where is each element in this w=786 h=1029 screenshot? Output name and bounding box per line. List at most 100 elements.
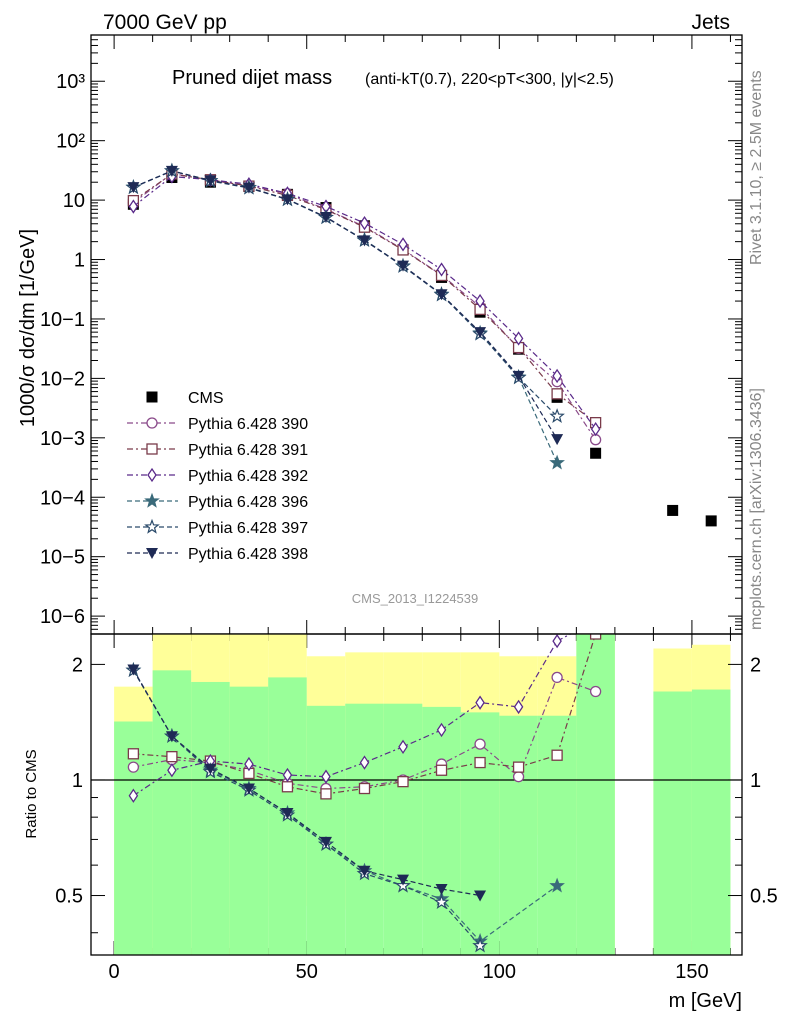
data-point [204, 175, 217, 187]
ratio-band-green [460, 712, 500, 955]
ratio-point [166, 751, 178, 763]
ratio-point [358, 865, 371, 877]
ratio-series-line [132, 669, 481, 947]
data-point [512, 370, 525, 382]
ratio-point [282, 767, 293, 783]
ratio-band-green [306, 705, 346, 955]
legend-marker [144, 492, 160, 508]
ratio-point [167, 763, 177, 778]
ratio-band-green [576, 634, 615, 955]
y-tick-label: 10−2 [40, 368, 85, 390]
data-point [474, 327, 487, 339]
y-tick-label: 10−6 [40, 606, 85, 628]
analysis-label: CMS_2013_I1224539 [352, 591, 479, 606]
mcplots-label: mcplots.cern.ch [arXiv:1306.3436] [748, 388, 765, 630]
legend-entry: Pythia 6.428 392 [127, 467, 308, 485]
ratio-point [358, 782, 371, 795]
legend-marker [146, 443, 158, 455]
ratio-band-green [653, 691, 692, 955]
data-point [590, 447, 602, 459]
legend-marker [146, 417, 158, 429]
data-point [242, 182, 255, 194]
ratio-band-green [499, 715, 538, 955]
chart-subtitle: (anti-kT(0.7), 220<pT<300, |y|<2.5) [365, 71, 614, 88]
x-tick-label: 150 [675, 961, 708, 983]
ratio-band-green [229, 686, 269, 955]
ratio-series-pythia-6.428-392 [128, 634, 572, 803]
data-point [551, 388, 563, 400]
ratio-point [321, 769, 331, 784]
series-pythia-6.428-391 [127, 168, 602, 429]
legend-marker [147, 467, 157, 483]
ratio-y-tick-label: 0.5 [55, 886, 83, 908]
ratio-point [397, 874, 410, 886]
ratio-point [472, 937, 488, 953]
ratio-point [552, 634, 562, 649]
ratio-point [474, 890, 487, 902]
data-point [667, 504, 679, 516]
ratio-point [128, 788, 139, 803]
ratio-frame [90, 633, 743, 956]
header-left: 7000 GeV pp [103, 11, 227, 34]
data-point [513, 331, 524, 346]
legend-marker [146, 391, 158, 403]
ratio-point [398, 739, 408, 754]
y-tick-label: 10−5 [40, 547, 85, 569]
ratio-point [319, 836, 332, 848]
ratio-point [474, 738, 486, 750]
ratio-point [589, 634, 602, 640]
ratio-point [281, 781, 294, 793]
ratio-point [513, 699, 524, 715]
legend-label: CMS [188, 390, 224, 407]
data-point [397, 260, 410, 272]
y-tick-label: 10−1 [40, 309, 85, 331]
ratio-point [359, 755, 370, 770]
data-point [281, 194, 294, 206]
series-pythia-6.428-398 [127, 165, 564, 446]
data-point [165, 165, 178, 177]
legend-label: Pythia 6.428 396 [188, 494, 308, 511]
ratio-panel: Ratio to CMS m [GeV] 0 50 100 150 0.5 0.5 1 1 2 2 [23, 633, 778, 1012]
rivet-label: Rivet 3.1.10, ≥ 2.5M events [748, 70, 765, 265]
x-tick-label: 100 [483, 961, 516, 983]
data-point [128, 199, 139, 214]
ratio-point [281, 808, 294, 820]
data-point [549, 408, 565, 424]
ratio-point [435, 764, 448, 776]
ratio-point [551, 749, 563, 761]
ratio-band-green [152, 670, 192, 955]
data-point [319, 211, 332, 223]
ratio-point [551, 671, 563, 684]
data-point [590, 421, 601, 437]
ratio-point [242, 783, 255, 795]
ratio-series-pythia-6.428-398 [127, 664, 487, 902]
y-tick-label: 10−4 [40, 487, 85, 509]
data-point [398, 237, 408, 252]
ratio-series-pythia-6.428-391 [127, 634, 602, 800]
ratio-point [512, 761, 525, 773]
ratio-y-tick-label: 1 [72, 770, 83, 792]
ratio-point [433, 893, 450, 910]
ratio-point [244, 756, 254, 772]
legend-marker [144, 518, 160, 534]
ratio-point [165, 731, 178, 743]
series-line [133, 170, 558, 440]
data-point [475, 293, 485, 309]
legend-label: Pythia 6.428 390 [188, 416, 308, 433]
ratio-point [589, 685, 602, 698]
ratio-point [549, 877, 565, 893]
ratio-point [127, 761, 140, 773]
data-point [127, 182, 140, 194]
data-point [552, 368, 562, 384]
legend-entry: CMS [146, 390, 224, 407]
ratio-point [127, 664, 140, 676]
ratio-y-axis-label: Ratio to CMS [23, 749, 40, 838]
x-tick-label: 0 [109, 961, 120, 983]
ratio-band-green [691, 689, 731, 955]
ratio-point [474, 756, 486, 769]
ratio-y-tick-label: 2 [72, 654, 83, 676]
legend-entry: Pythia 6.428 391 [127, 442, 308, 459]
x-axis-label: m [GeV] [669, 990, 742, 1012]
main-y-axis-label: 1000/σ dσ/dm [1/GeV] [17, 229, 39, 427]
